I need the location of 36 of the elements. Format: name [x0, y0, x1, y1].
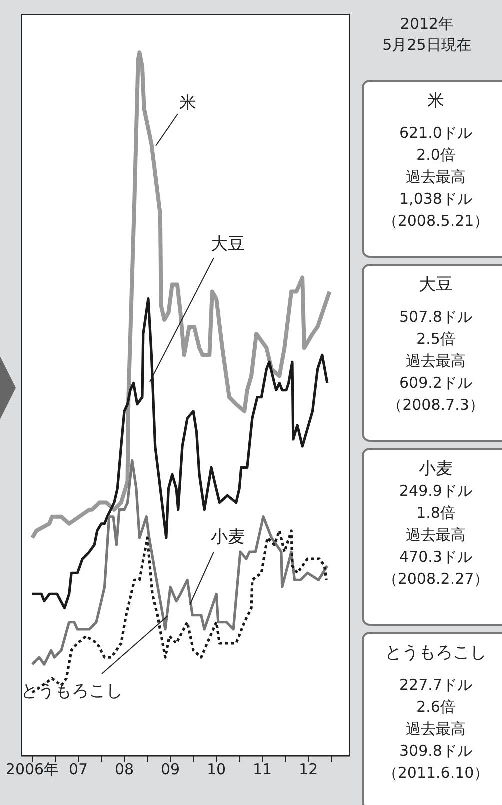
x-tick-label: 2006年	[6, 760, 60, 779]
x-tick-label: 10	[207, 760, 226, 779]
text: 大豆	[418, 274, 454, 296]
text: 2012年 5月25日現在	[382, 14, 472, 56]
text: （2008.2.27）	[382, 569, 490, 590]
series-label: 米	[180, 94, 196, 114]
text: 過去最高	[405, 167, 467, 188]
text: 470.3ドル	[398, 547, 474, 568]
text: 2.5倍	[416, 329, 456, 350]
text: 大豆	[211, 234, 245, 255]
text: 2.0倍	[416, 145, 456, 166]
text: 609.2ドル	[398, 373, 474, 394]
text: 309.8ドル	[398, 741, 474, 762]
text: とうもろこし	[384, 642, 488, 664]
text: 621.0ドル	[398, 123, 474, 144]
series-label: 小麦	[211, 528, 245, 548]
text: （2008.5.21）	[382, 211, 490, 232]
x-tick-label: 09	[161, 760, 180, 779]
text: 249.9ドル	[398, 481, 474, 502]
text: 過去最高	[405, 351, 467, 372]
text: 2.6倍	[416, 697, 456, 718]
text: （2008.7.3）	[386, 395, 486, 416]
x-tick-label: 08	[114, 760, 134, 779]
text: 1.8倍	[416, 503, 456, 524]
x-tick-label: 12	[299, 760, 318, 779]
x-tick-label: 07	[68, 760, 88, 779]
series-label: とうもろこし	[21, 682, 123, 702]
text: 過去最高	[405, 719, 467, 740]
text: （2011.6.10）	[382, 763, 490, 784]
text: 227.7ドル	[398, 675, 474, 696]
text: 米	[426, 90, 446, 112]
text: 1,038ドル	[398, 189, 474, 210]
text: 小麦	[418, 458, 454, 480]
text: 507.8ドル	[398, 307, 474, 328]
x-tick-label: 11	[253, 760, 272, 779]
text: 過去最高	[405, 525, 467, 546]
